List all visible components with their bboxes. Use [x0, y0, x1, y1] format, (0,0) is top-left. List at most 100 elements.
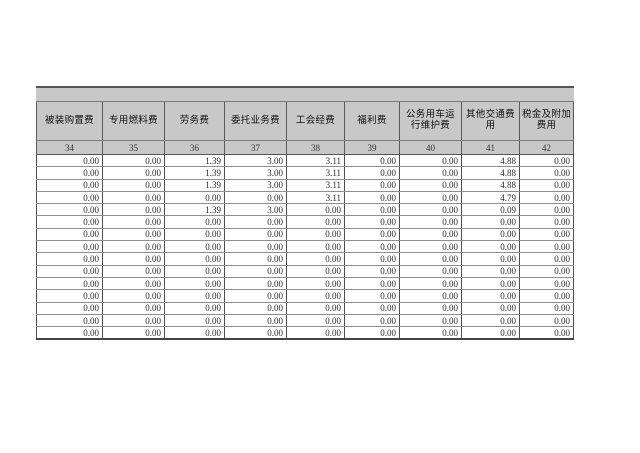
table-cell[interactable]: 0.00	[518, 326, 575, 341]
column-header-36[interactable]: 劳务费	[164, 101, 225, 141]
table-cell[interactable]: 0.00	[518, 215, 575, 229]
table-cell[interactable]: 0.00	[286, 302, 345, 315]
table-cell[interactable]: 0.00	[518, 179, 575, 192]
table-cell[interactable]: 0.00	[399, 314, 462, 328]
table-cell[interactable]: 4.88	[461, 179, 520, 192]
table-cell[interactable]: 0.00	[102, 228, 165, 242]
table-cell[interactable]: 0.00	[102, 215, 165, 229]
table-cell[interactable]: 0.00	[102, 302, 165, 315]
table-cell[interactable]: 0.00	[461, 277, 520, 291]
column-header-40[interactable]: 公务用车运行维护费	[399, 101, 462, 141]
table-cell[interactable]: 0.00	[164, 240, 225, 254]
table-cell[interactable]: 3.00	[224, 179, 287, 192]
table-cell[interactable]: 0.00	[461, 252, 520, 266]
table-cell[interactable]: 3.00	[224, 203, 287, 217]
table-cell[interactable]: 4.79	[461, 191, 520, 205]
table-cell[interactable]: 0.00	[36, 314, 103, 328]
table-cell[interactable]: 0.00	[36, 191, 103, 205]
table-cell[interactable]: 0.00	[518, 240, 575, 254]
table-cell[interactable]: 3.11	[286, 179, 345, 192]
table-cell[interactable]: 1.39	[164, 179, 225, 192]
table-cell[interactable]: 0.00	[36, 215, 103, 229]
table-cell[interactable]: 0.00	[461, 228, 520, 242]
table-cell[interactable]: 0.00	[399, 179, 462, 192]
table-cell[interactable]: 0.00	[36, 240, 103, 254]
table-cell[interactable]: 0.00	[344, 179, 400, 192]
table-cell[interactable]: 0.00	[344, 228, 400, 242]
table-cell[interactable]: 0.00	[518, 277, 575, 291]
table-cell[interactable]: 0.00	[102, 179, 165, 192]
table-cell[interactable]: 0.00	[164, 326, 225, 341]
table-cell[interactable]: 0.00	[102, 154, 165, 168]
table-cell[interactable]: 0.00	[36, 277, 103, 291]
table-cell[interactable]: 0.00	[518, 314, 575, 328]
table-cell[interactable]: 0.00	[399, 240, 462, 254]
table-cell[interactable]: 3.11	[286, 154, 345, 168]
table-cell[interactable]: 0.00	[36, 166, 103, 180]
table-cell[interactable]: 0.00	[344, 302, 400, 315]
table-cell[interactable]: 0.00	[399, 166, 462, 180]
table-cell[interactable]: 0.00	[399, 289, 462, 303]
table-cell[interactable]: 0.00	[399, 277, 462, 291]
table-cell[interactable]: 0.00	[164, 252, 225, 266]
table-cell[interactable]: 0.00	[102, 240, 165, 254]
table-cell[interactable]: 0.00	[344, 277, 400, 291]
table-cell[interactable]: 0.00	[461, 265, 520, 278]
table-cell[interactable]: 0.00	[224, 215, 287, 229]
table-cell[interactable]: 0.00	[518, 302, 575, 315]
table-cell[interactable]: 0.00	[36, 326, 103, 341]
table-cell[interactable]: 0.00	[224, 191, 287, 205]
table-cell[interactable]: 0.00	[164, 191, 225, 205]
table-cell[interactable]: 0.00	[286, 203, 345, 217]
column-header-41[interactable]: 其他交通费用	[461, 101, 520, 141]
table-cell[interactable]: 0.09	[461, 203, 520, 217]
table-cell[interactable]: 0.00	[36, 228, 103, 242]
table-cell[interactable]: 0.00	[36, 265, 103, 278]
table-cell[interactable]: 0.00	[518, 166, 575, 180]
table-cell[interactable]: 0.00	[36, 289, 103, 303]
table-cell[interactable]: 0.00	[102, 314, 165, 328]
table-cell[interactable]: 0.00	[518, 191, 575, 205]
table-cell[interactable]: 0.00	[36, 203, 103, 217]
table-cell[interactable]: 0.00	[224, 326, 287, 341]
table-cell[interactable]: 0.00	[36, 252, 103, 266]
table-cell[interactable]: 0.00	[286, 215, 345, 229]
table-cell[interactable]: 0.00	[286, 289, 345, 303]
table-cell[interactable]: 0.00	[36, 179, 103, 192]
table-cell[interactable]: 0.00	[164, 314, 225, 328]
table-cell[interactable]: 0.00	[518, 265, 575, 278]
table-cell[interactable]: 1.39	[164, 154, 225, 168]
table-cell[interactable]: 0.00	[344, 252, 400, 266]
table-cell[interactable]: 0.00	[164, 215, 225, 229]
table-cell[interactable]: 0.00	[399, 191, 462, 205]
table-cell[interactable]: 4.88	[461, 154, 520, 168]
table-cell[interactable]: 0.00	[224, 302, 287, 315]
table-cell[interactable]: 0.00	[461, 314, 520, 328]
table-cell[interactable]: 0.00	[224, 228, 287, 242]
table-cell[interactable]: 0.00	[461, 215, 520, 229]
column-header-39[interactable]: 福利费	[344, 101, 400, 141]
table-cell[interactable]: 3.11	[286, 191, 345, 205]
table-cell[interactable]: 0.00	[164, 228, 225, 242]
table-cell[interactable]: 0.00	[344, 326, 400, 341]
table-cell[interactable]: 0.00	[461, 302, 520, 315]
table-cell[interactable]: 0.00	[399, 215, 462, 229]
table-cell[interactable]: 0.00	[102, 277, 165, 291]
table-cell[interactable]: 0.00	[399, 302, 462, 315]
table-cell[interactable]: 0.00	[102, 326, 165, 341]
table-cell[interactable]: 0.00	[286, 314, 345, 328]
table-cell[interactable]: 0.00	[286, 240, 345, 254]
table-cell[interactable]: 0.00	[102, 252, 165, 266]
table-cell[interactable]: 3.11	[286, 166, 345, 180]
table-cell[interactable]: 0.00	[518, 228, 575, 242]
column-header-42[interactable]: 税金及附加费用	[518, 101, 575, 141]
table-cell[interactable]: 0.00	[344, 314, 400, 328]
table-cell[interactable]: 4.88	[461, 166, 520, 180]
table-cell[interactable]: 0.00	[224, 265, 287, 278]
table-cell[interactable]: 0.00	[461, 326, 520, 341]
table-cell[interactable]: 0.00	[344, 289, 400, 303]
table-cell[interactable]: 3.00	[224, 154, 287, 168]
table-cell[interactable]: 0.00	[164, 265, 225, 278]
table-cell[interactable]: 3.00	[224, 166, 287, 180]
table-cell[interactable]: 0.00	[164, 289, 225, 303]
